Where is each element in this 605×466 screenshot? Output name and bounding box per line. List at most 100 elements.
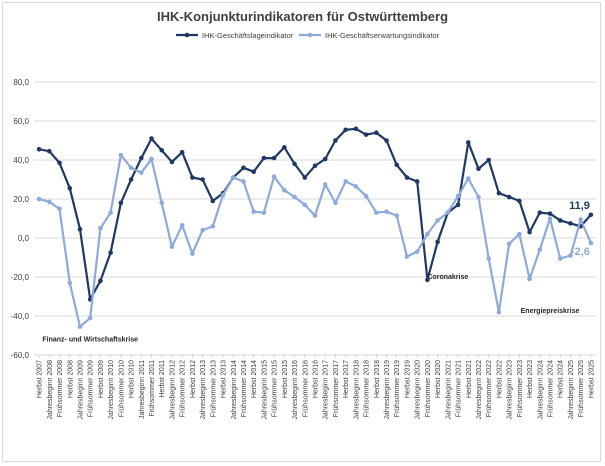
x-tick-label: Herbst 2009 <box>98 360 105 398</box>
data-point <box>169 244 175 250</box>
x-tick-label: Frühsommer 2009 <box>88 360 95 417</box>
series-lines: 11,9 -2,6 <box>36 126 594 330</box>
data-point <box>138 155 144 161</box>
x-tick-label: Herbst 2011 <box>159 360 166 398</box>
data-point <box>374 210 379 215</box>
chart-title: IHK-Konjunkturindikatoren für Ostwürttem… <box>156 9 449 24</box>
legend-label: IHK-Geschäftslageindikator <box>202 31 294 40</box>
x-tick-label: Frühsommer 2018 <box>364 360 371 417</box>
data-point <box>251 169 256 174</box>
legend-marker <box>307 32 313 38</box>
x-tick-label: Jahresbeginn 2022 <box>476 360 483 420</box>
x-tick-label: Jahresbeginn 2014 <box>231 360 238 420</box>
data-point <box>547 216 553 221</box>
data-point <box>282 187 287 193</box>
data-point <box>394 162 400 168</box>
chart-frame <box>2 2 601 462</box>
data-point <box>179 223 185 228</box>
data-point <box>36 196 42 202</box>
data-point <box>57 160 62 166</box>
data-point <box>77 324 83 330</box>
data-point <box>302 202 308 208</box>
x-tick-label: Jahresbeginn 2019 <box>384 360 391 420</box>
data-point <box>241 179 246 184</box>
data-point <box>87 315 93 321</box>
data-point <box>200 177 205 182</box>
data-point <box>568 253 573 258</box>
x-tick-label: Herbst 2007 <box>37 360 44 398</box>
x-tick-label: Frühsommer 2012 <box>180 360 187 417</box>
data-point <box>517 198 522 204</box>
data-point <box>476 194 481 200</box>
x-tick-label: Herbst 2024 <box>558 360 565 398</box>
y-tick-label: 0,0 <box>18 234 30 243</box>
x-tick-label: Herbst 2010 <box>129 360 136 398</box>
data-point <box>210 198 216 204</box>
data-point <box>292 161 297 167</box>
data-point <box>435 218 440 223</box>
data-point <box>353 126 359 132</box>
x-tick-label: Jahresbeginn 2017 <box>323 360 330 420</box>
data-point <box>404 175 410 180</box>
series-line <box>38 154 592 328</box>
data-point <box>292 194 297 200</box>
legend: IHK-Geschäftslageindikator IHK-Geschäftse… <box>176 31 440 40</box>
annotations: Finanz- und Wirtschaftskrise Coronakrise E… <box>42 274 579 343</box>
data-point <box>465 140 471 145</box>
x-tick-label: Jahresbeginn 2013 <box>200 360 207 420</box>
data-point <box>261 210 267 215</box>
data-point <box>506 241 512 247</box>
data-point <box>557 256 563 261</box>
x-tick-label: Jahresbeginn 2024 <box>537 360 544 420</box>
data-point <box>363 193 369 199</box>
x-tick-label: Jahresbeginn 2021 <box>445 360 452 420</box>
y-tick-label: 80,0 <box>13 78 29 87</box>
gridlines <box>34 81 596 356</box>
x-tick-label: Frühsommer 2025 <box>578 360 585 417</box>
x-tick-label: Frühsommer 2013 <box>210 360 217 417</box>
x-tick-label: Frühsommer 2022 <box>486 360 493 417</box>
data-point <box>578 217 583 222</box>
data-point <box>108 250 113 255</box>
data-point <box>149 156 154 162</box>
data-point <box>363 132 369 137</box>
data-point <box>138 170 144 175</box>
data-point <box>414 179 420 184</box>
data-point <box>220 192 226 198</box>
data-point <box>547 211 553 216</box>
annotation-label: Coronakrise <box>427 274 468 281</box>
x-tick-label: Herbst 2020 <box>435 360 442 398</box>
data-point <box>588 212 594 218</box>
data-point <box>486 157 492 163</box>
x-tick-label: Jahresbeginn 2023 <box>507 360 514 420</box>
data-point <box>404 254 410 259</box>
data-point <box>557 218 563 223</box>
y-tick-label: -20,0 <box>11 273 30 282</box>
data-point <box>159 200 165 206</box>
x-tick-label: Jahresbeginn 2008 <box>47 360 54 420</box>
data-point <box>98 278 103 284</box>
data-point <box>455 202 461 208</box>
x-tick-label: Frühsommer 2016 <box>302 360 309 417</box>
data-point <box>67 280 73 286</box>
data-point <box>230 175 236 180</box>
x-tick-label: Herbst 2014 <box>251 360 258 398</box>
data-point <box>537 247 543 252</box>
data-point <box>455 193 461 199</box>
data-point <box>445 210 451 215</box>
data-point <box>384 209 389 214</box>
x-tick-label: Herbst 2012 <box>190 360 197 398</box>
data-point <box>98 225 103 231</box>
x-tick-label: Jahresbeginn 2020 <box>415 360 422 420</box>
data-point <box>333 200 338 206</box>
x-tick-label: Frühsommer 2017 <box>333 360 340 417</box>
data-point <box>527 229 532 235</box>
data-point <box>343 179 348 184</box>
x-tick-label: Jahresbeginn 2009 <box>77 360 84 420</box>
data-point <box>333 138 338 143</box>
x-tick-label: Frühsommer 2008 <box>57 360 64 417</box>
x-tick-label: Jahresbeginn 2012 <box>169 360 176 420</box>
data-point <box>312 213 318 218</box>
x-tick-label: Herbst 2023 <box>527 360 534 398</box>
